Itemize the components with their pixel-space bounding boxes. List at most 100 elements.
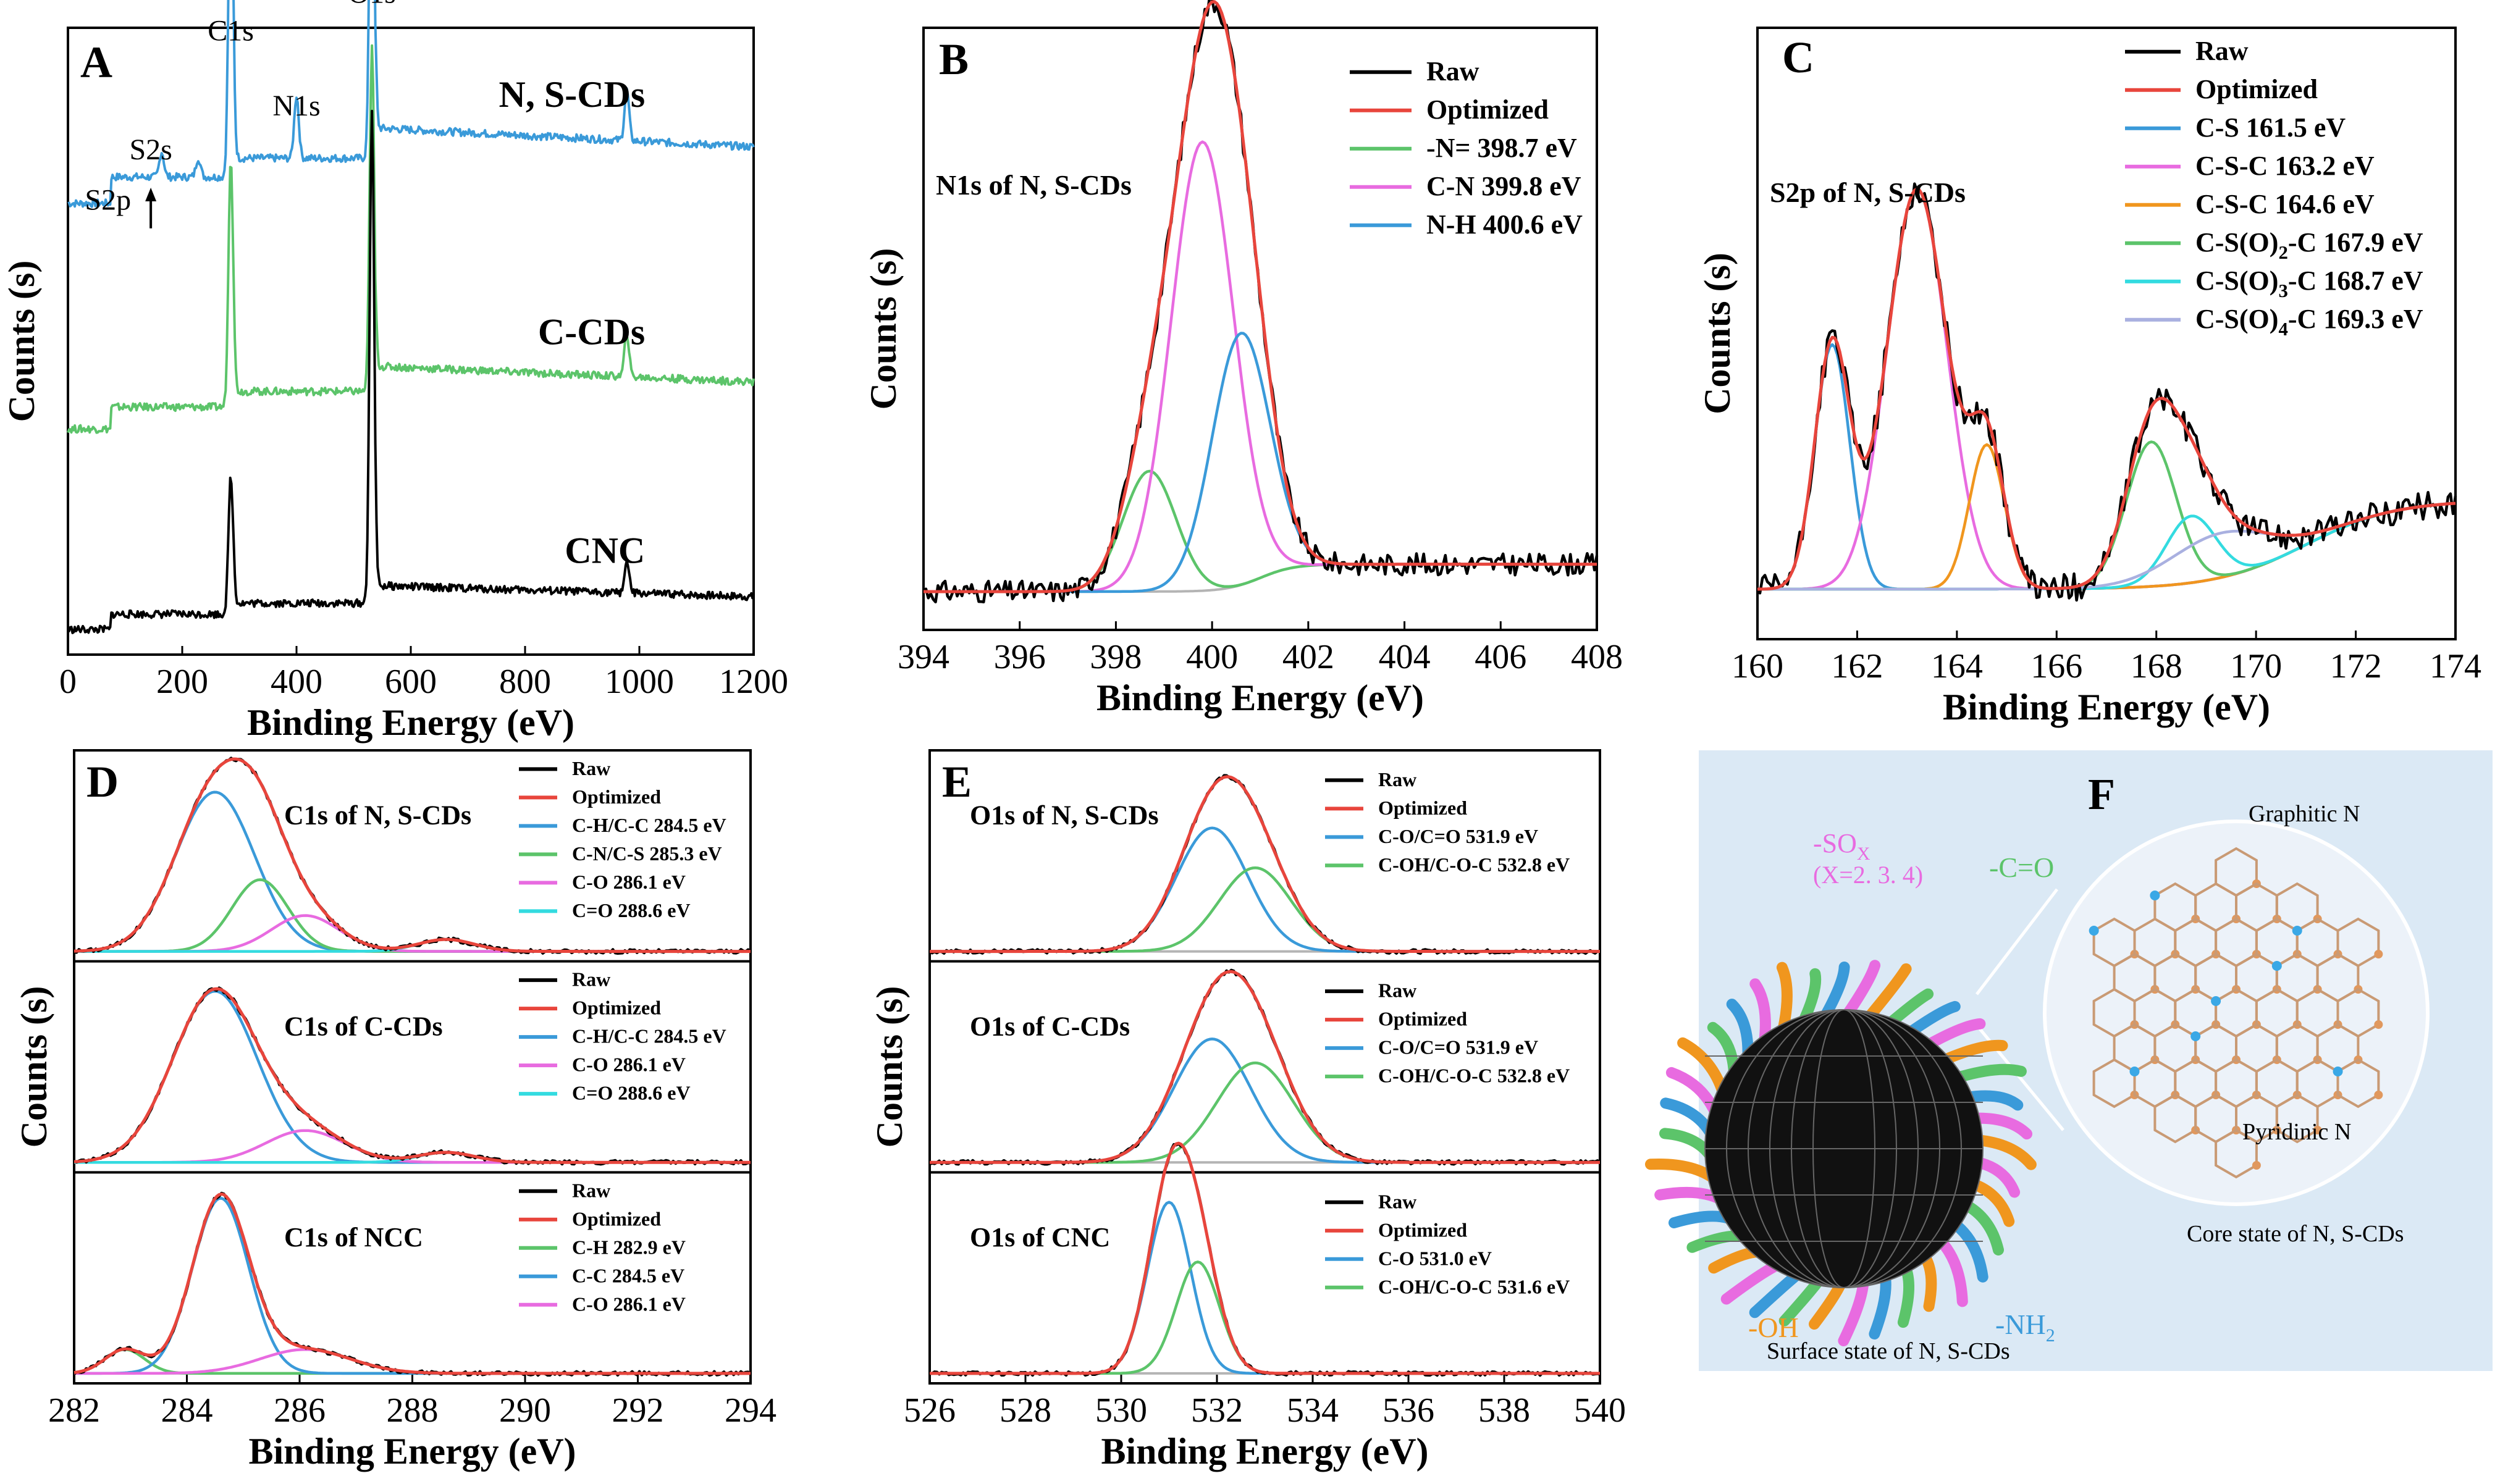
panel-e-sub1-legend-label: Raw xyxy=(1378,979,1416,1002)
panel-d-sub-title: C1s of C-CDs xyxy=(284,1011,443,1041)
panel-a-tick-label: 0 xyxy=(59,663,77,701)
ligand xyxy=(1776,962,1793,1037)
panel-e-sub2-legend-label: Raw xyxy=(1378,1190,1416,1212)
panel-d-sub1-legend-label: Raw xyxy=(572,968,610,991)
panel-b-tick-label: 406 xyxy=(1475,638,1526,676)
panel-d-sub1-plot xyxy=(73,986,751,1166)
panel-f-letter: F xyxy=(2088,769,2115,819)
panel-e-sub2-legend-label: C-OH/C-O-C 531.6 eV xyxy=(1378,1275,1570,1297)
panel-d-tick-label: 286 xyxy=(274,1391,326,1430)
panel-e-sub0-legend-label: C-O/C=O 531.9 eV xyxy=(1378,825,1538,847)
panel-a-peak-label: C1s xyxy=(208,14,254,47)
optimized-line xyxy=(74,987,751,1164)
graphene-lattice xyxy=(2089,847,2383,1179)
panel-e-sub0-legend-label: Raw xyxy=(1378,768,1416,790)
panel-e-tick-label: 534 xyxy=(1287,1391,1339,1430)
panel-a-xlabel: Binding Energy (eV) xyxy=(247,702,574,743)
panel-e-sub0-legend-label: Optimized xyxy=(1378,797,1467,819)
panel-a-series-label: C-CDs xyxy=(538,312,645,353)
nitrogen-atom xyxy=(2271,961,2282,971)
panel-e-sub0-legend-label: C-OH/C-O-C 532.8 eV xyxy=(1378,853,1570,876)
panel-d-sub0-legend-label: Optimized xyxy=(572,786,661,808)
panel-d-sub2-legend-label: C-H 282.9 eV xyxy=(572,1236,686,1258)
panel-c-tick-label: 160 xyxy=(1732,647,1783,685)
panel-a-letter: A xyxy=(80,38,112,87)
panel-c-tick-label: 170 xyxy=(2230,647,2282,685)
panel-a-axes xyxy=(67,27,755,656)
panel-a-tick-label: 600 xyxy=(385,663,437,701)
panel-e-sub2-legend-label: Optimized xyxy=(1378,1218,1467,1241)
panel-c-legend-label: C-S-C 163.2 eV xyxy=(2195,151,2375,181)
panel-d-tick-label: 292 xyxy=(612,1391,664,1430)
panel-c-title: S2p of N, S-CDs xyxy=(1770,177,1966,208)
panel-b-tick-label: 402 xyxy=(1282,638,1334,676)
panel-d-sub-title: C1s of NCC xyxy=(284,1222,423,1252)
panel-c-tick-label: 174 xyxy=(2430,647,2481,685)
panel-e-ylabel: Counts (s) xyxy=(869,986,910,1148)
panel-b-axes xyxy=(922,27,1598,631)
ligand xyxy=(1922,1018,1986,1051)
ligand xyxy=(1971,1134,2037,1170)
panel-c-tick-label: 164 xyxy=(1931,647,1983,685)
panel-a-tick-label: 800 xyxy=(499,663,551,701)
panel-b-tick-label: 400 xyxy=(1186,638,1238,676)
panel-d-sub1-legend-label: C-H/C-C 284.5 eV xyxy=(572,1025,726,1047)
panel-b-tick-label: 408 xyxy=(1571,638,1623,676)
carbonyl-label: -C=O xyxy=(1989,852,2054,883)
pyridinic-n-label: Pyridinic N xyxy=(2242,1119,2351,1145)
panel-d-sub1-legend-label: C-O 286.1 eV xyxy=(572,1054,686,1076)
lattice-atom xyxy=(2374,950,2383,958)
panel-b-legend-label: -N= 398.7 eV xyxy=(1426,133,1577,163)
panel-e-sub1-legend-label: C-OH/C-O-C 532.8 eV xyxy=(1378,1065,1570,1087)
nitrogen-atom xyxy=(2190,1031,2201,1041)
panel-c-plot xyxy=(1756,182,2457,602)
optimized-line xyxy=(924,0,1597,593)
ligand xyxy=(1897,1260,1914,1328)
panel-a-tick-label: 200 xyxy=(156,663,208,701)
sphere-group xyxy=(1645,960,2037,1346)
hexagon xyxy=(2275,1093,2319,1144)
panel-a-arrowhead xyxy=(145,187,157,201)
panel-c-legend-label: C-S(O)2-C 167.9 eV xyxy=(2195,227,2423,263)
panel-d-sub0-legend-label: C-N/C-S 285.3 eV xyxy=(572,842,722,865)
panel-f: F Graphitic N Pyridinic N Core state of N, … xyxy=(1645,750,2493,1371)
panel-a-series-0 xyxy=(67,0,755,208)
panel-e-letter: E xyxy=(942,757,972,807)
panel-a-peak-label: N1s xyxy=(272,90,320,122)
hexagon xyxy=(2215,1128,2258,1179)
optimized-line xyxy=(930,775,1600,954)
panel-c-legend-label: Raw xyxy=(2195,36,2249,66)
panel-d-tick-label: 288 xyxy=(387,1391,439,1430)
panel-d-ylabel: Counts (s) xyxy=(14,986,54,1148)
panel-e-tick-label: 530 xyxy=(1095,1391,1147,1430)
ligand xyxy=(1862,963,1912,1024)
ligand xyxy=(1903,1000,1961,1039)
lattice-atom xyxy=(2374,1091,2383,1099)
graphitic-n-label: Graphitic N xyxy=(2249,801,2360,827)
panel-a-ylabel: Counts (s) xyxy=(1,261,42,422)
panel-a-tick-label: 1200 xyxy=(719,663,788,701)
panel-e-tick-label: 536 xyxy=(1382,1391,1434,1430)
panel-c-axes xyxy=(1756,27,2457,640)
optimized-line xyxy=(930,970,1600,1164)
panel-a-peak-label: S2s xyxy=(129,133,172,166)
panel-c-ylabel: Counts (s) xyxy=(1697,253,1738,414)
sox-label: -SOX xyxy=(1813,828,1870,864)
panel-d-sub2-plot xyxy=(73,1191,752,1377)
panel-d-tick-label: 284 xyxy=(161,1391,213,1430)
raw-line xyxy=(929,1142,1601,1377)
optimized-line xyxy=(930,1141,1600,1375)
panel-b-legend-label: Optimized xyxy=(1426,94,1549,125)
panel-a-series-label: N, S-CDs xyxy=(499,74,646,115)
component-398.7-line xyxy=(924,469,1597,593)
panel-d-sub1-legend-label: Optimized xyxy=(572,997,661,1019)
sox-label-line2: (X=2. 3. 4) xyxy=(1813,861,1923,889)
panel-d-xlabel: Binding Energy (eV) xyxy=(248,1431,576,1472)
panel-e-tick-label: 540 xyxy=(1574,1391,1626,1430)
panel-e-sub1-plot xyxy=(929,968,1601,1166)
ligand xyxy=(1951,1063,2027,1084)
panel-e-axes xyxy=(928,749,1601,1385)
panel-d-tick-label: 290 xyxy=(499,1391,551,1430)
panel-b-letter: B xyxy=(939,35,969,84)
nitrogen-atom xyxy=(2150,891,2160,900)
